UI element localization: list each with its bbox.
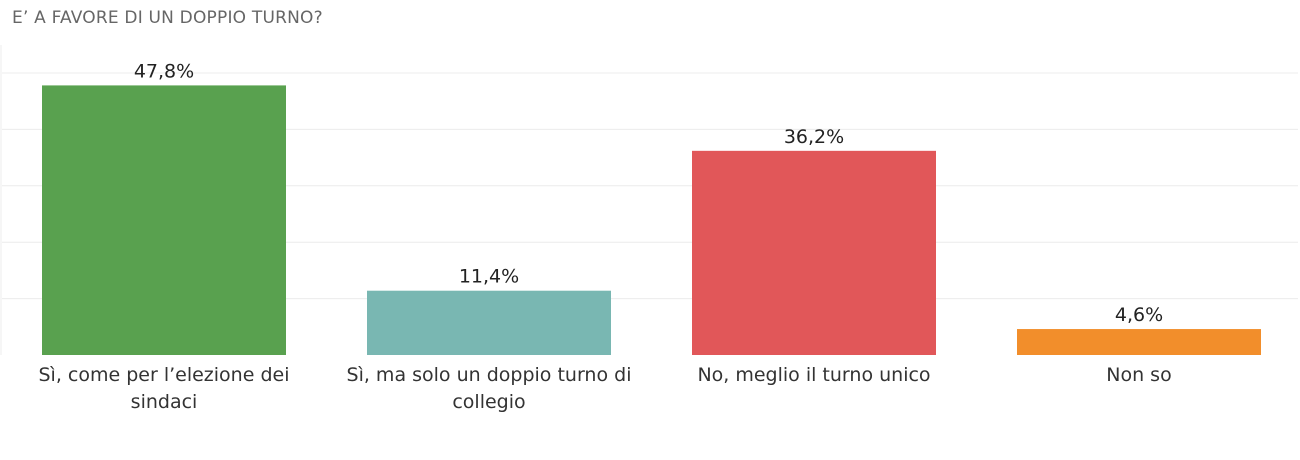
category-label-1: Sì, come per l’elezione dei sindaci: [38, 364, 290, 413]
category-label-3: No, meglio il turno unico: [697, 364, 931, 386]
value-label-2: 11,4%: [459, 266, 519, 288]
bars: [42, 85, 1261, 356]
gridlines: [0, 45, 1298, 355]
bar-4: [1017, 329, 1261, 355]
bar-2: [367, 290, 611, 355]
bar-3: [692, 150, 936, 355]
value-labels: 47,8% 11,4% 36,2% 4,6%: [134, 60, 1163, 326]
value-label-4: 4,6%: [1115, 304, 1163, 326]
value-label-1: 47,8%: [134, 60, 194, 82]
chart-title: E’ A FAVORE DI UN DOPPIO TURNO?: [12, 8, 323, 28]
value-label-3: 36,2%: [784, 126, 844, 148]
category-label-4: Non so: [1106, 364, 1172, 386]
bar-1: [42, 85, 286, 356]
category-label-2: Sì, ma solo un doppio turno di collegio: [346, 364, 632, 413]
